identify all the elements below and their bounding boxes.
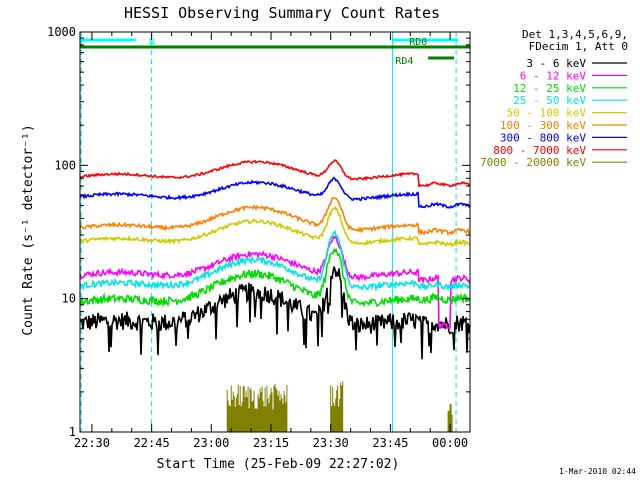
plot-area: N RD0 RD4 [79, 32, 471, 432]
flag-label: N [149, 37, 155, 48]
legend-header: FDecim 1, Att 0 [529, 40, 628, 53]
legend-label: 7000 - 20000 keV [480, 156, 586, 169]
series-line [79, 176, 471, 209]
y-tick-label: 1 [69, 425, 76, 439]
flag-label: RD0 [409, 37, 427, 48]
x-tick-label: 23:15 [253, 436, 289, 450]
series-line [79, 266, 471, 360]
footer-date: 1-Mar-2010 02:44 [559, 467, 636, 476]
y-tick-label: 10 [62, 292, 76, 306]
x-tick-label: 23:45 [372, 436, 408, 450]
series-line [79, 229, 471, 292]
series-line [79, 196, 471, 237]
y-tick-label: 1000 [47, 25, 76, 39]
x-tick-label: 23:00 [193, 436, 229, 450]
legend-label: 50 - 100 keV [507, 107, 587, 120]
legend-label: 3 - 6 keV [526, 57, 586, 70]
legend-label: 800 - 7000 keV [493, 144, 586, 157]
legend: Det 1,3,4,5,6,9,FDecim 1, Att 0 3 - 6 keV… [480, 28, 628, 169]
legend-label: 12 - 25 keV [513, 82, 586, 95]
x-axis-label: Start Time (25-Feb-09 22:27:02) [157, 457, 400, 472]
series-line [79, 234, 471, 331]
legend-label: 6 - 12 keV [520, 69, 587, 82]
plot-frame [79, 31, 471, 433]
series-line [79, 247, 471, 308]
x-tick-label: 00:00 [432, 436, 468, 450]
legend-label: 25 - 50 keV [513, 94, 586, 107]
x-tick-label: 23:30 [313, 436, 349, 450]
y-axis-label: Count Rate (s⁻¹ detector⁻¹) [21, 124, 36, 335]
series-line [79, 205, 471, 248]
legend-header: Det 1,3,4,5,6,9, [522, 28, 628, 41]
x-tick-label: 22:30 [74, 436, 110, 450]
x-tick-label: 22:45 [134, 436, 170, 450]
y-tick-label: 100 [54, 158, 76, 172]
flag-label: RD4 [395, 56, 413, 67]
series-line [226, 381, 453, 432]
legend-label: 300 - 800 keV [500, 131, 586, 144]
axes: 1 10 100 1000 22:30 22:45 23:00 23:15 23:30 23:45… [47, 25, 471, 450]
chart-title: HESSI Observing Summary Count Rates [124, 4, 440, 22]
legend-label: 100 - 300 keV [500, 119, 586, 132]
series-line [79, 159, 471, 188]
